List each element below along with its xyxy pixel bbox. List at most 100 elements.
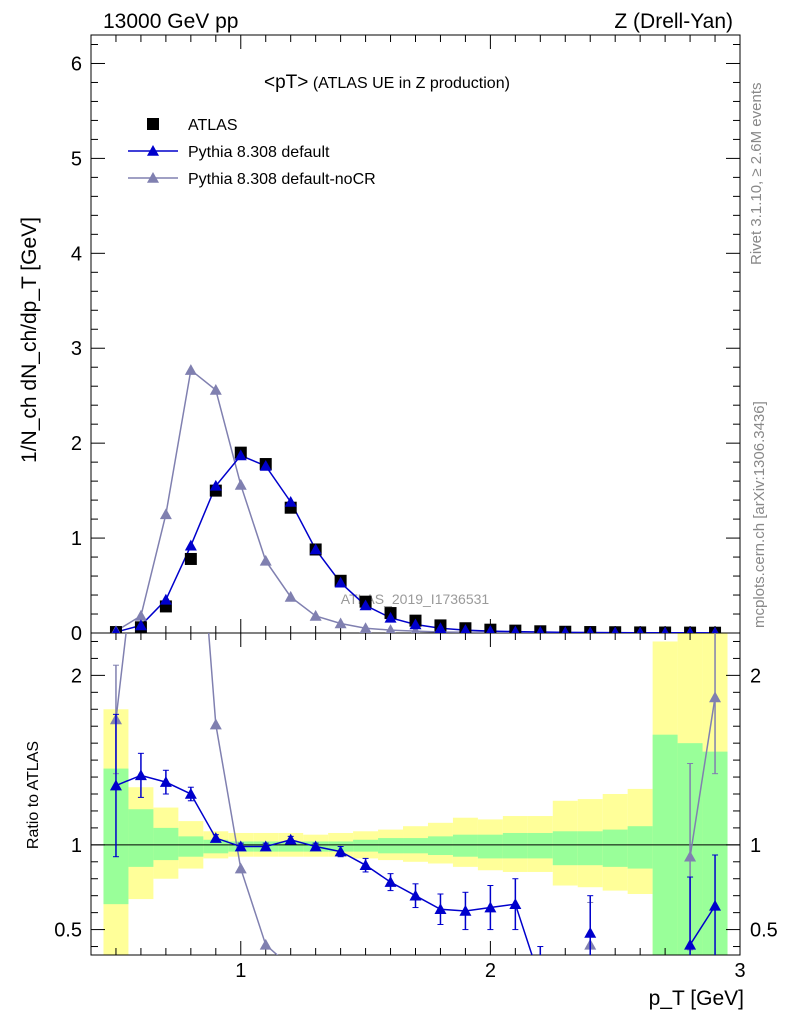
ratio-line-1	[115, 774, 533, 955]
ratio-point-1	[684, 938, 697, 950]
mc-point-1	[134, 619, 147, 631]
y-tick-label-ratio-right: 1	[750, 835, 761, 857]
mc-point-1	[234, 449, 247, 461]
ratio-point-1	[409, 889, 422, 901]
mc-point-1	[485, 625, 495, 633]
ratio-point-2	[684, 850, 697, 862]
band-green	[153, 827, 179, 861]
y-tick-label-main: 3	[71, 338, 82, 360]
mc-point-1	[686, 626, 694, 633]
ratio-point-2	[160, 246, 172, 257]
mc-point-1	[611, 626, 619, 633]
band-green	[178, 836, 204, 857]
ratio-point-1	[259, 840, 272, 852]
mc-point-1	[511, 625, 520, 633]
ratio-point-1	[584, 926, 597, 938]
legend: ATLAS Pythia 8.308 default Pythia 8.308 de…	[128, 117, 376, 188]
mc-point-2	[334, 617, 347, 629]
header-energy: 13000 GeV pp	[103, 10, 238, 33]
y-tick-label-ratio: 0.5	[54, 920, 82, 942]
mc-point-1	[434, 622, 447, 633]
ratio-point-1	[159, 776, 172, 787]
mc-point-1	[159, 593, 172, 605]
legend-entry-label: Pythia 8.308 default	[188, 144, 330, 161]
ratio-point-1	[234, 840, 247, 852]
ratio-point-1	[359, 859, 372, 870]
plot-title: <pT> (ATLAS UE in Z production)	[264, 72, 510, 93]
mc-point-2	[184, 364, 197, 375]
ratio-line-2	[689, 697, 716, 857]
mc-point-1	[259, 459, 272, 471]
title-observable: <pT>	[264, 72, 308, 93]
rivet-label: Rivet 3.1.10, ≥ 2.6M events	[748, 83, 765, 266]
band-green	[128, 809, 154, 867]
ratio-point-2	[135, 500, 147, 511]
mc-point-1	[384, 611, 397, 623]
mc-point-1	[209, 479, 222, 491]
band-green	[427, 836, 453, 856]
mc-point-1	[359, 599, 372, 611]
band-green	[602, 829, 628, 867]
y-tick-label-main: 5	[71, 148, 82, 170]
ratio-line-1	[689, 905, 716, 946]
y-tick-label-main: 4	[71, 243, 82, 265]
ratio-point-1	[434, 903, 447, 915]
band-green	[203, 839, 229, 854]
mc-point-1	[586, 626, 594, 633]
header-process: Z (Drell-Yan)	[614, 10, 733, 33]
ratio-point-1	[709, 899, 722, 911]
ratio-point-2	[234, 862, 247, 874]
y-tick-label-main: 0	[71, 623, 82, 645]
x-axis-label: p_T [GeV]	[649, 987, 744, 1010]
ratio-series	[109, 246, 722, 955]
band-green	[527, 832, 553, 859]
y-tick-label-main: 1	[71, 528, 82, 550]
ratio-point-1	[384, 876, 397, 887]
band-green	[552, 831, 578, 866]
band-green	[278, 841, 304, 852]
title-description: (ATLAS UE in Z production)	[308, 75, 510, 92]
atlas-point	[184, 552, 197, 565]
legend-entry-label: Pythia 8.308 default-noCR	[188, 171, 376, 188]
y-tick-label-main: 2	[71, 433, 82, 455]
ratio-point-2	[185, 398, 197, 409]
y-tick-label-ratio-right: 0.5	[750, 920, 778, 942]
y-tick-label-ratio: 2	[71, 665, 82, 687]
mc-point-1	[661, 626, 669, 633]
mc-point-2	[385, 624, 396, 633]
ratio-point-1	[284, 833, 297, 845]
band-green	[577, 831, 603, 866]
band-green	[477, 834, 503, 859]
mc-point-1	[460, 624, 471, 633]
ratio-point-1	[109, 779, 122, 791]
ratio-line-2	[115, 633, 279, 955]
mc-point-1	[112, 626, 120, 633]
ratio-point-1	[509, 898, 522, 909]
legend-marker-triangle	[147, 145, 159, 156]
mc-point-1	[561, 626, 569, 633]
x-tick-label: 2	[485, 960, 496, 982]
mc-point-1	[409, 618, 422, 630]
ratio-point-2	[259, 938, 272, 950]
y-tick-label-main: 6	[71, 53, 82, 75]
ratio-point-1	[309, 840, 322, 852]
x-tick-label: 3	[734, 960, 745, 982]
band-green	[403, 838, 428, 854]
mcplots-label: mcplots.cern.ch [arXiv:1306.3436]	[751, 401, 768, 628]
ratio-point-2	[709, 691, 722, 703]
mc-point-2	[159, 508, 172, 520]
band-green	[627, 826, 653, 869]
y-tick-label-ratio-right: 2	[750, 665, 761, 687]
legend-marker-triangle	[147, 172, 159, 183]
mc-point-2	[134, 609, 147, 621]
mc-point-1	[636, 626, 644, 633]
ratio-point-1	[184, 788, 197, 799]
band-green	[452, 834, 478, 857]
legend-entry-label: ATLAS	[188, 117, 238, 134]
mc-point-2	[259, 554, 272, 566]
mc-point-1	[184, 539, 197, 551]
band-green	[353, 839, 379, 852]
mc-point-2	[359, 622, 372, 633]
ratio-point-1	[484, 901, 497, 913]
